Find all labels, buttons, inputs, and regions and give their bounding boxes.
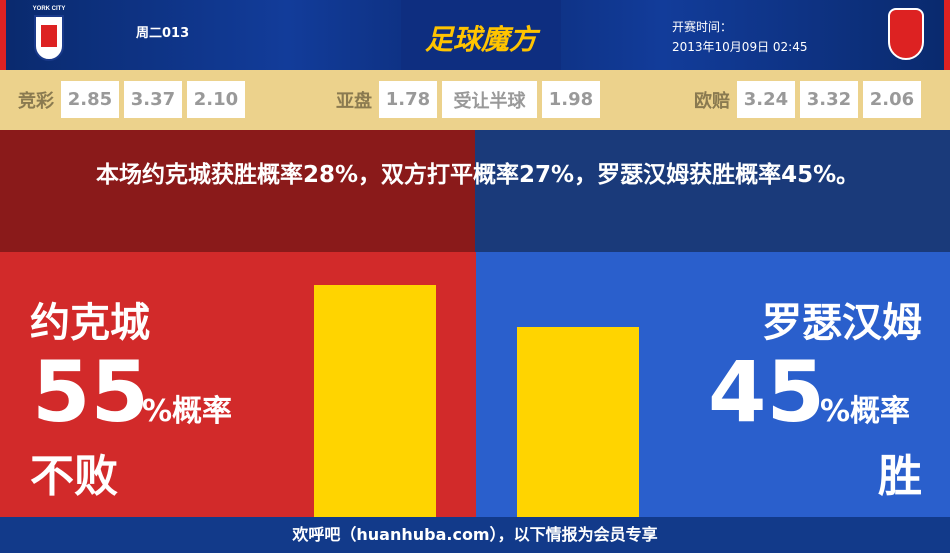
brand-logo: 足球魔方 (424, 23, 537, 56)
odds-jingcai: 竞彩 2.85 3.37 2.10 (18, 81, 245, 118)
summary-text: 本场约克城获胜概率28%，双方打平概率27%，罗瑟汉姆获胜概率45%。 (96, 162, 860, 188)
away-percent: 45 (708, 343, 825, 441)
home-percent: 55 (32, 343, 149, 441)
odds-oupei: 欧赔 3.24 3.32 2.06 (694, 81, 921, 118)
kickoff-label: 开赛时间： (672, 20, 733, 34)
summary-panel: 本场约克城获胜概率28%，双方打平概率27%，罗瑟汉姆获胜概率45%。 (0, 130, 950, 252)
footer-banner[interactable]: 欢呼吧（huanhuba.com），以下情报为会员专享 (0, 517, 950, 553)
york-city-shield (34, 15, 64, 61)
away-result: 胜 (878, 451, 922, 502)
odds-value: 2.85 (61, 81, 119, 118)
match-number: 周二013 (136, 26, 190, 41)
kickoff-time: 2013年10月09日 02:45 (672, 40, 808, 54)
odds-yapan: 亚盘 1.78 受让半球 1.98 (336, 81, 600, 118)
odds-value: 2.10 (187, 81, 245, 118)
odds-value: 3.24 (737, 81, 795, 118)
rotherham-logo (888, 8, 924, 60)
odds-label: 竞彩 (18, 90, 54, 112)
york-city-logo: YORK CITY (31, 6, 67, 62)
odds-value: 2.06 (863, 81, 921, 118)
home-panel: 约克城 55 %概率 不败 (0, 252, 476, 517)
away-team-name: 罗瑟汉姆 (762, 300, 922, 346)
home-result: 不败 (30, 451, 118, 502)
brand-box: 足球魔方 (401, 0, 561, 70)
odds-bar: 竞彩 2.85 3.37 2.10 亚盘 1.78 受让半球 1.98 欧赔 3… (0, 70, 950, 130)
odds-value: 1.98 (542, 81, 600, 118)
odds-value: 受让半球 (442, 81, 537, 118)
odds-label: 欧赔 (694, 90, 730, 112)
odds-label: 亚盘 (336, 90, 372, 112)
away-probability-bar (517, 327, 639, 517)
odds-value: 1.78 (379, 81, 437, 118)
away-percent-suffix: %概率 (820, 394, 911, 429)
home-team-name: 约克城 (30, 300, 150, 346)
header: YORK CITY 周二013 足球魔方 开赛时间： 2013年10月09日 0… (0, 0, 950, 70)
odds-value: 3.37 (124, 81, 182, 118)
away-panel: 罗瑟汉姆 45 %概率 胜 (476, 252, 950, 517)
home-percent-suffix: %概率 (142, 394, 233, 429)
york-city-logo-text: YORK CITY (32, 6, 66, 12)
home-probability-bar (314, 285, 436, 517)
odds-value: 3.32 (800, 81, 858, 118)
